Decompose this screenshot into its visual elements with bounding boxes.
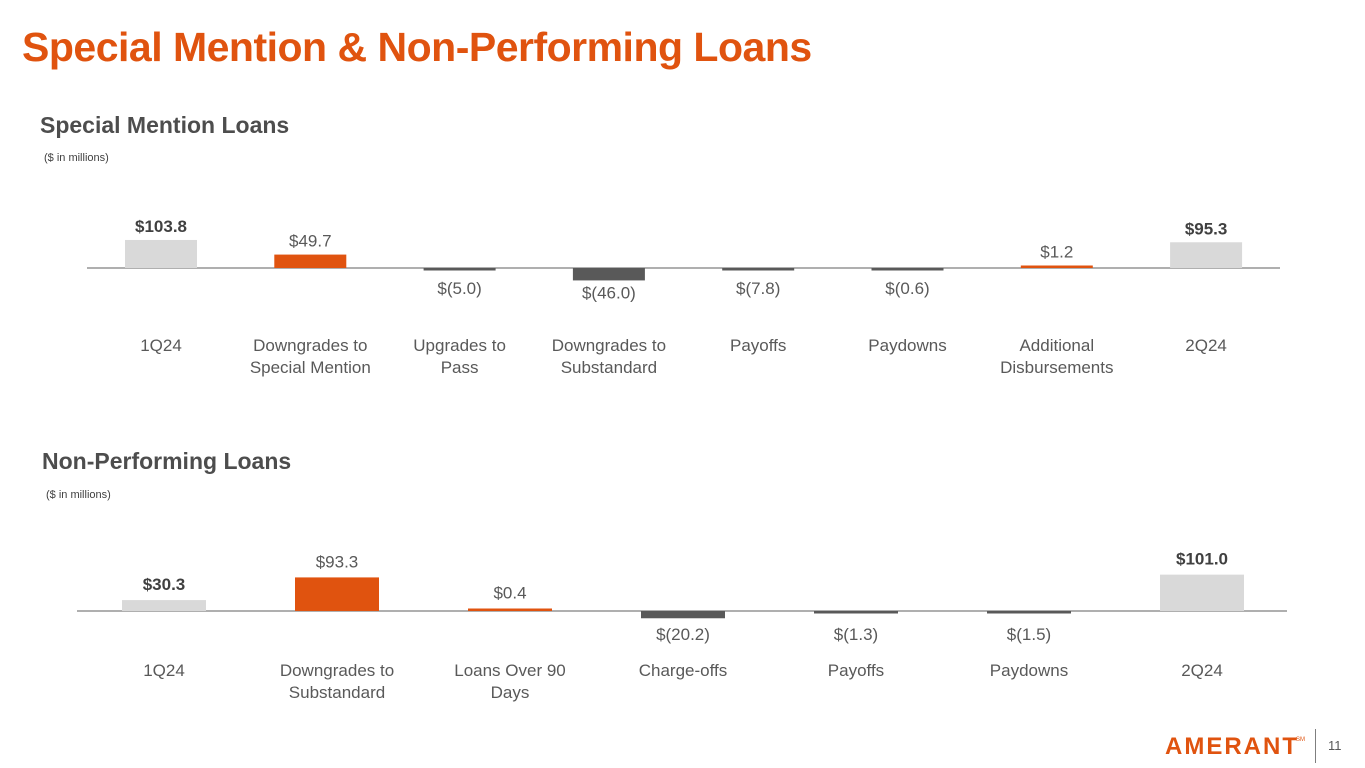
non-performing-category-label-1: 1Q24 <box>143 661 185 680</box>
non-performing-category-label-6: Paydowns <box>990 661 1068 680</box>
non-performing-category-label-3-line-2: Days <box>491 683 530 702</box>
special-mention-value-label-8: $95.3 <box>1185 219 1228 238</box>
footer-divider <box>1315 729 1316 763</box>
non-performing-category-label-2-line-1: Downgrades to <box>280 661 394 680</box>
special-mention-bar-1 <box>125 239 197 268</box>
special-mention-value-label-2: $49.7 <box>289 232 332 251</box>
special-mention-bar-4 <box>572 268 645 281</box>
special-mention-category-label-8: 2Q24 <box>1185 336 1227 355</box>
non-performing-value-label-1: $30.3 <box>143 575 186 594</box>
amerant-logo: AMERANT SM <box>1165 733 1305 760</box>
special-mention-bar-6 <box>871 268 944 271</box>
special-mention-value-label-7: $1.2 <box>1040 243 1073 262</box>
special-mention-bar-2 <box>274 254 347 268</box>
special-mention-category-label-7-line-1: Additional <box>1019 336 1094 355</box>
special-mention-category-label-3-line-2: Pass <box>441 358 479 377</box>
non-performing-value-label-2: $93.3 <box>316 552 359 571</box>
non-performing-bar-4 <box>641 611 725 619</box>
special-mention-title: Special Mention Loans <box>40 112 290 138</box>
non-performing-category-label-5: Payoffs <box>828 661 884 680</box>
special-mention-category-label-4-line-1: Downgrades to <box>552 336 666 355</box>
special-mention-category-label-5: Payoffs <box>730 336 786 355</box>
non-performing-chart: $30.3 1Q24 $93.3 Downgrades to Substandard $0… <box>77 550 1287 702</box>
special-mention-value-label-1: $103.8 <box>135 217 187 236</box>
special-mention-category-label-1: 1Q24 <box>140 336 182 355</box>
logo-service-mark: SM <box>1296 737 1305 743</box>
non-performing-value-label-5: $(1.3) <box>834 625 878 644</box>
amerant-logo-text: AMERANT <box>1165 733 1299 760</box>
page-number: 11 <box>1328 738 1342 753</box>
special-mention-unit-note: ($ in millions) <box>44 152 109 164</box>
special-mention-category-label-7-line-2: Disbursements <box>1000 358 1113 377</box>
page-title: Special Mention & Non-Performing Loans <box>22 24 812 70</box>
special-mention-bar-7 <box>1020 265 1093 268</box>
special-mention-category-label-3-line-1: Upgrades to <box>413 336 506 355</box>
special-mention-bar-8 <box>1170 242 1243 268</box>
special-mention-category-label-4-line-2: Substandard <box>561 358 657 377</box>
non-performing-category-label-7: 2Q24 <box>1181 661 1223 680</box>
special-mention-category-label-2-line-2: Special Mention <box>250 358 371 377</box>
non-performing-value-label-4: $(20.2) <box>656 625 710 644</box>
non-performing-category-label-4: Charge-offs <box>639 661 728 680</box>
non-performing-bar-3 <box>468 608 552 611</box>
special-mention-value-label-5: $(7.8) <box>736 279 780 298</box>
special-mention-bar-5 <box>722 268 795 271</box>
non-performing-bar-5 <box>814 611 898 614</box>
non-performing-unit-note: ($ in millions) <box>46 489 111 501</box>
non-performing-value-label-7: $101.0 <box>1176 550 1228 569</box>
special-mention-category-label-6: Paydowns <box>868 336 946 355</box>
special-mention-category-label-2-line-1: Downgrades to <box>253 336 367 355</box>
non-performing-bar-7 <box>1160 574 1244 611</box>
non-performing-bar-6 <box>987 611 1071 614</box>
special-mention-chart: $103.8 1Q24 $49.7 Downgrades to Special Ment… <box>87 217 1280 377</box>
special-mention-bar-3 <box>423 268 496 271</box>
non-performing-value-label-3: $0.4 <box>493 584 526 603</box>
non-performing-bar-2 <box>295 577 379 611</box>
special-mention-value-label-4: $(46.0) <box>582 283 636 302</box>
non-performing-bar-1 <box>122 600 206 611</box>
non-performing-value-label-6: $(1.5) <box>1007 625 1051 644</box>
non-performing-title: Non-Performing Loans <box>42 448 292 474</box>
special-mention-value-label-3: $(5.0) <box>437 279 481 298</box>
non-performing-category-label-2-line-2: Substandard <box>289 683 385 702</box>
special-mention-value-label-6: $(0.6) <box>885 279 929 298</box>
non-performing-category-label-3-line-1: Loans Over 90 <box>454 661 566 680</box>
